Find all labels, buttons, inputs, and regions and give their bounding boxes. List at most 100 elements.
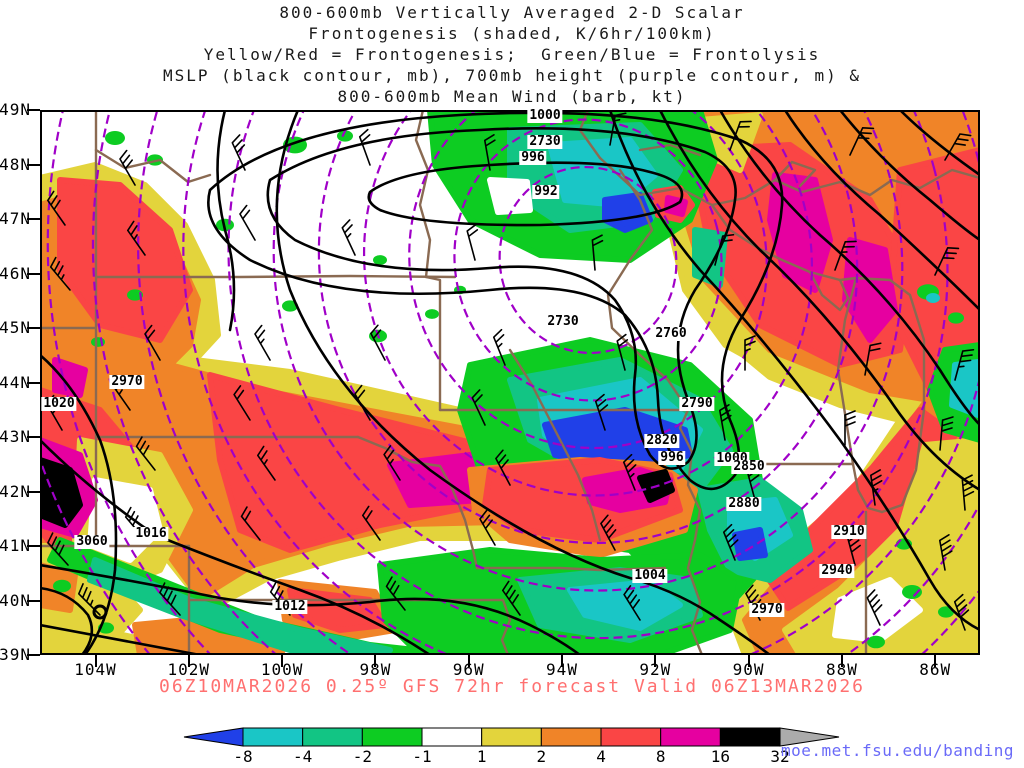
mslp-contour-label: 1000 xyxy=(527,108,563,123)
wind-barb xyxy=(159,582,181,616)
lat-tick-label: 45N xyxy=(0,318,31,337)
lon-tick xyxy=(840,655,843,667)
colorbar-segment xyxy=(481,727,542,747)
map-canvas xyxy=(40,110,980,655)
wind-barb xyxy=(744,335,756,371)
wind-barb xyxy=(844,410,856,446)
lon-tick xyxy=(94,655,97,667)
lat-tick xyxy=(27,218,40,220)
colorbar-arrow xyxy=(183,727,244,747)
lat-tick xyxy=(27,599,40,602)
lat-tick xyxy=(27,272,40,275)
height-contour-label: 2760 xyxy=(653,326,689,341)
colorbar-tick-label: 1 xyxy=(476,747,487,766)
wind-barb xyxy=(385,576,406,611)
wind-barb xyxy=(495,449,511,486)
wind-barb xyxy=(354,384,371,421)
wind-barb xyxy=(144,324,161,361)
title-block: 800-600mb Vertically Averaged 2-D Scalar… xyxy=(0,2,1024,107)
wind-barb xyxy=(77,583,101,616)
colorbar-segment xyxy=(600,727,662,747)
wind-barb xyxy=(944,133,972,161)
lat-tick-label: 47N xyxy=(0,209,31,228)
colorbar-tick-label: -1 xyxy=(412,747,432,766)
height-contour-label: 2970 xyxy=(749,602,785,617)
wind-barb xyxy=(714,233,735,266)
wind-barb xyxy=(119,149,136,186)
wind-barb xyxy=(361,505,381,541)
wind-barb xyxy=(466,223,479,261)
wind-barb xyxy=(834,240,857,271)
map-border xyxy=(40,110,980,655)
height-contour-label: 2850 xyxy=(731,459,767,474)
wind-barb xyxy=(341,219,356,256)
lat-tick-label: 41N xyxy=(0,536,31,555)
wind-barb xyxy=(961,474,975,511)
lon-tick xyxy=(654,655,657,667)
colorbar-segment xyxy=(361,727,423,747)
wind-barb xyxy=(718,403,732,441)
mslp-contour-label: 992 xyxy=(532,184,560,199)
lon-tick-label: 96W xyxy=(452,660,485,679)
watermark-link[interactable]: moe.met.fsu.edu/banding xyxy=(780,741,1014,760)
lat-tick-label: 43N xyxy=(0,427,31,446)
colorbar-tick-label: 16 xyxy=(710,747,730,766)
wind-barb xyxy=(492,328,506,366)
height-contour-label: 2730 xyxy=(545,314,581,329)
lon-tick-label: 86W xyxy=(919,660,952,679)
lon-tick-label: 90W xyxy=(732,660,765,679)
lon-tick xyxy=(467,655,470,667)
wind-barb xyxy=(934,247,960,276)
lon-tick-label: 104W xyxy=(74,660,117,679)
wind-barb xyxy=(864,342,882,376)
lon-tick-label: 88W xyxy=(825,660,858,679)
wind-barb xyxy=(954,348,975,381)
lat-tick-label: 49N xyxy=(0,100,31,119)
mslp-contours-layer xyxy=(40,110,980,655)
lat-tick xyxy=(27,490,40,493)
lon-tick xyxy=(747,655,750,667)
wind-barb xyxy=(55,471,76,506)
colorbar-scale xyxy=(183,727,840,747)
wind-barb xyxy=(609,112,627,146)
lat-tick-label: 40N xyxy=(0,590,31,610)
lon-tick xyxy=(187,655,190,667)
lat-tick xyxy=(27,654,40,656)
mslp-contour-label: 1012 xyxy=(272,599,308,614)
height-contour-label: 2820 xyxy=(644,433,680,448)
wind-barb xyxy=(126,220,146,256)
lat-tick xyxy=(27,381,40,384)
wind-barb xyxy=(479,509,496,546)
wind-barb xyxy=(729,120,752,151)
wind-barb xyxy=(594,393,609,431)
wind-barb xyxy=(233,385,251,421)
mslp-contour-label: 996 xyxy=(658,450,686,465)
map-frame: 1000 2730 996 992 2730 2760 2790 2820 996 1000 285… xyxy=(40,108,980,655)
colorbar-segment xyxy=(242,727,304,747)
colorbar-tick-label: 32 xyxy=(770,747,790,766)
forecast-caption: 06Z10MAR2026 0.25º GFS 72hr forecast Val… xyxy=(158,676,866,697)
colorbar-segment xyxy=(719,727,781,747)
wind-barb xyxy=(849,127,875,156)
colorbar: -8 -4 -2 -1 1 2 4 8 16 32 xyxy=(183,727,840,767)
wind-barb xyxy=(591,234,604,271)
colorbar-tick-label: 2 xyxy=(536,747,547,766)
height-contour-label: 3060 xyxy=(74,534,110,549)
wind-barb xyxy=(49,256,71,291)
title-line-5: 800-600mb Mean Wind (barb, kt) xyxy=(337,87,687,106)
wind-barb xyxy=(239,204,256,241)
lat-tick-label: 42N xyxy=(0,481,31,501)
colorbar-segment xyxy=(540,727,602,747)
colorbar-tick-label: 4 xyxy=(596,747,606,766)
wind-barbs-layer xyxy=(46,112,975,631)
colorbar-tick-label: -4 xyxy=(293,747,313,766)
title-line-2: Frontogenesis (shaded, K/6hr/100km) xyxy=(308,24,716,43)
colorbar-segment xyxy=(302,727,363,747)
lat-tick-label: 48N xyxy=(0,154,31,174)
wind-barb xyxy=(623,585,641,621)
lat-tick-label: 44N xyxy=(0,372,31,392)
height-contour-label: 2790 xyxy=(679,396,715,411)
wind-barb xyxy=(47,532,69,566)
wind-barb xyxy=(870,469,883,506)
colorbar-tick-label: -8 xyxy=(233,747,253,766)
